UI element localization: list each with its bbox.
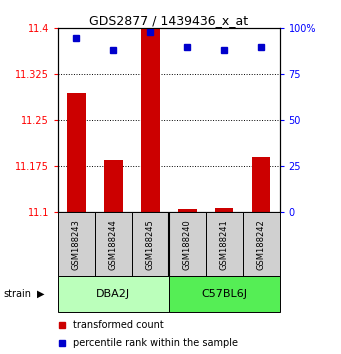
Text: strain: strain (3, 289, 31, 299)
Text: GSM188244: GSM188244 (109, 219, 118, 270)
Bar (95, 212, 132, 276)
Text: percentile rank within the sample: percentile rank within the sample (74, 338, 238, 348)
Title: GDS2877 / 1439436_x_at: GDS2877 / 1439436_x_at (89, 14, 248, 27)
Bar (58, 212, 95, 276)
Text: ▶: ▶ (37, 289, 45, 299)
Text: GSM188245: GSM188245 (146, 219, 155, 270)
Text: GSM188242: GSM188242 (257, 219, 266, 270)
Bar (169, 212, 206, 276)
Bar (243, 212, 280, 276)
Bar (252, 157, 270, 212)
Text: transformed count: transformed count (74, 320, 164, 330)
Bar (132, 212, 169, 276)
Bar (104, 160, 123, 212)
Bar (169, 276, 280, 312)
Bar (141, 28, 160, 212)
Bar (67, 93, 86, 212)
Text: C57BL6J: C57BL6J (201, 289, 247, 299)
Bar (178, 209, 196, 212)
Bar (58, 276, 169, 312)
Text: GSM188241: GSM188241 (220, 219, 229, 270)
Text: GSM188243: GSM188243 (72, 219, 81, 270)
Bar (215, 208, 234, 212)
Text: DBA2J: DBA2J (96, 289, 131, 299)
Text: GSM188240: GSM188240 (183, 219, 192, 270)
Bar (206, 212, 243, 276)
